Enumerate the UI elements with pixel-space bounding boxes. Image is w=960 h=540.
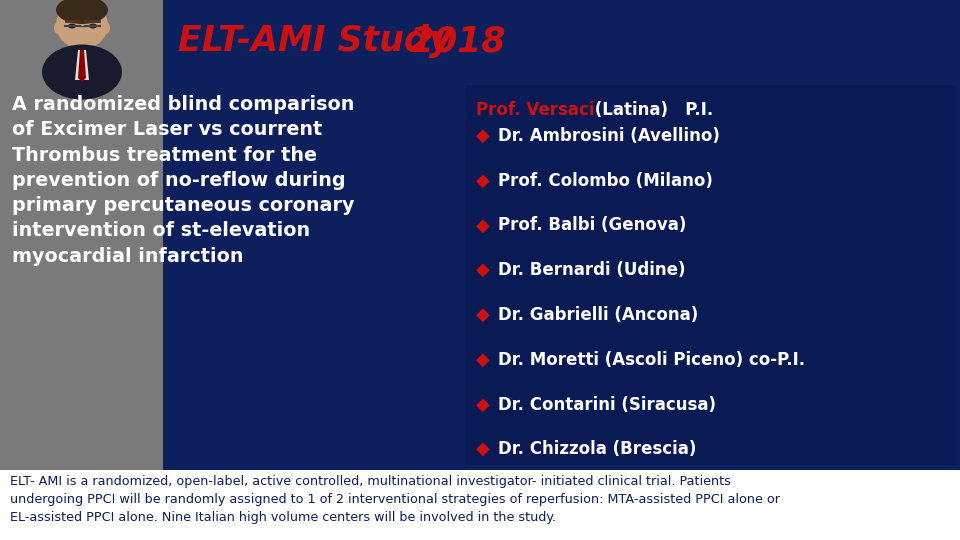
Text: Dr. Chizzola (Brescia): Dr. Chizzola (Brescia) — [498, 440, 696, 458]
Text: Dr. Ambrosini (Avellino): Dr. Ambrosini (Avellino) — [498, 127, 720, 145]
Ellipse shape — [56, 0, 108, 24]
Ellipse shape — [54, 22, 62, 34]
Ellipse shape — [102, 22, 110, 34]
Polygon shape — [78, 50, 86, 82]
Text: Dr. Moretti (Ascoli Piceno) co-P.I.: Dr. Moretti (Ascoli Piceno) co-P.I. — [498, 351, 805, 369]
Bar — [74, 32, 90, 52]
Ellipse shape — [56, 1, 108, 49]
Text: ◆: ◆ — [476, 351, 490, 369]
Polygon shape — [75, 50, 89, 80]
Ellipse shape — [42, 44, 122, 99]
Text: Dr. Contarini (Siracusa): Dr. Contarini (Siracusa) — [498, 395, 716, 414]
Text: 2018: 2018 — [410, 24, 507, 58]
Text: Prof. Balbi (Genova): Prof. Balbi (Genova) — [498, 217, 686, 234]
Bar — [0, 0, 960, 470]
Text: ◆: ◆ — [476, 172, 490, 190]
Text: ◆: ◆ — [476, 261, 490, 279]
Text: Prof. Versaci: Prof. Versaci — [476, 101, 594, 119]
Text: ◆: ◆ — [476, 395, 490, 414]
Bar — [0, 0, 163, 470]
Text: Dr. Bernardi (Udine): Dr. Bernardi (Udine) — [498, 261, 685, 279]
Text: (Latina)   P.I.: (Latina) P.I. — [589, 101, 713, 119]
Text: ◆: ◆ — [476, 306, 490, 324]
Text: ELT- AMI is a randomized, open-label, active controlled, multinational investiga: ELT- AMI is a randomized, open-label, ac… — [10, 475, 780, 524]
Text: Dr. Gabrielli (Ancona): Dr. Gabrielli (Ancona) — [498, 306, 698, 324]
Ellipse shape — [68, 24, 76, 29]
Text: ◆: ◆ — [476, 217, 490, 234]
Text: ◆: ◆ — [476, 440, 490, 458]
Bar — [466, 85, 956, 465]
Text: ◆: ◆ — [476, 127, 490, 145]
Ellipse shape — [89, 24, 97, 29]
Text: A randomized blind comparison
of Excimer Laser vs courrent
Thrombus treatment fo: A randomized blind comparison of Excimer… — [12, 95, 354, 266]
Text: ELT-AMI Study: ELT-AMI Study — [178, 24, 451, 58]
Text: Prof. Colombo (Milano): Prof. Colombo (Milano) — [498, 172, 713, 190]
